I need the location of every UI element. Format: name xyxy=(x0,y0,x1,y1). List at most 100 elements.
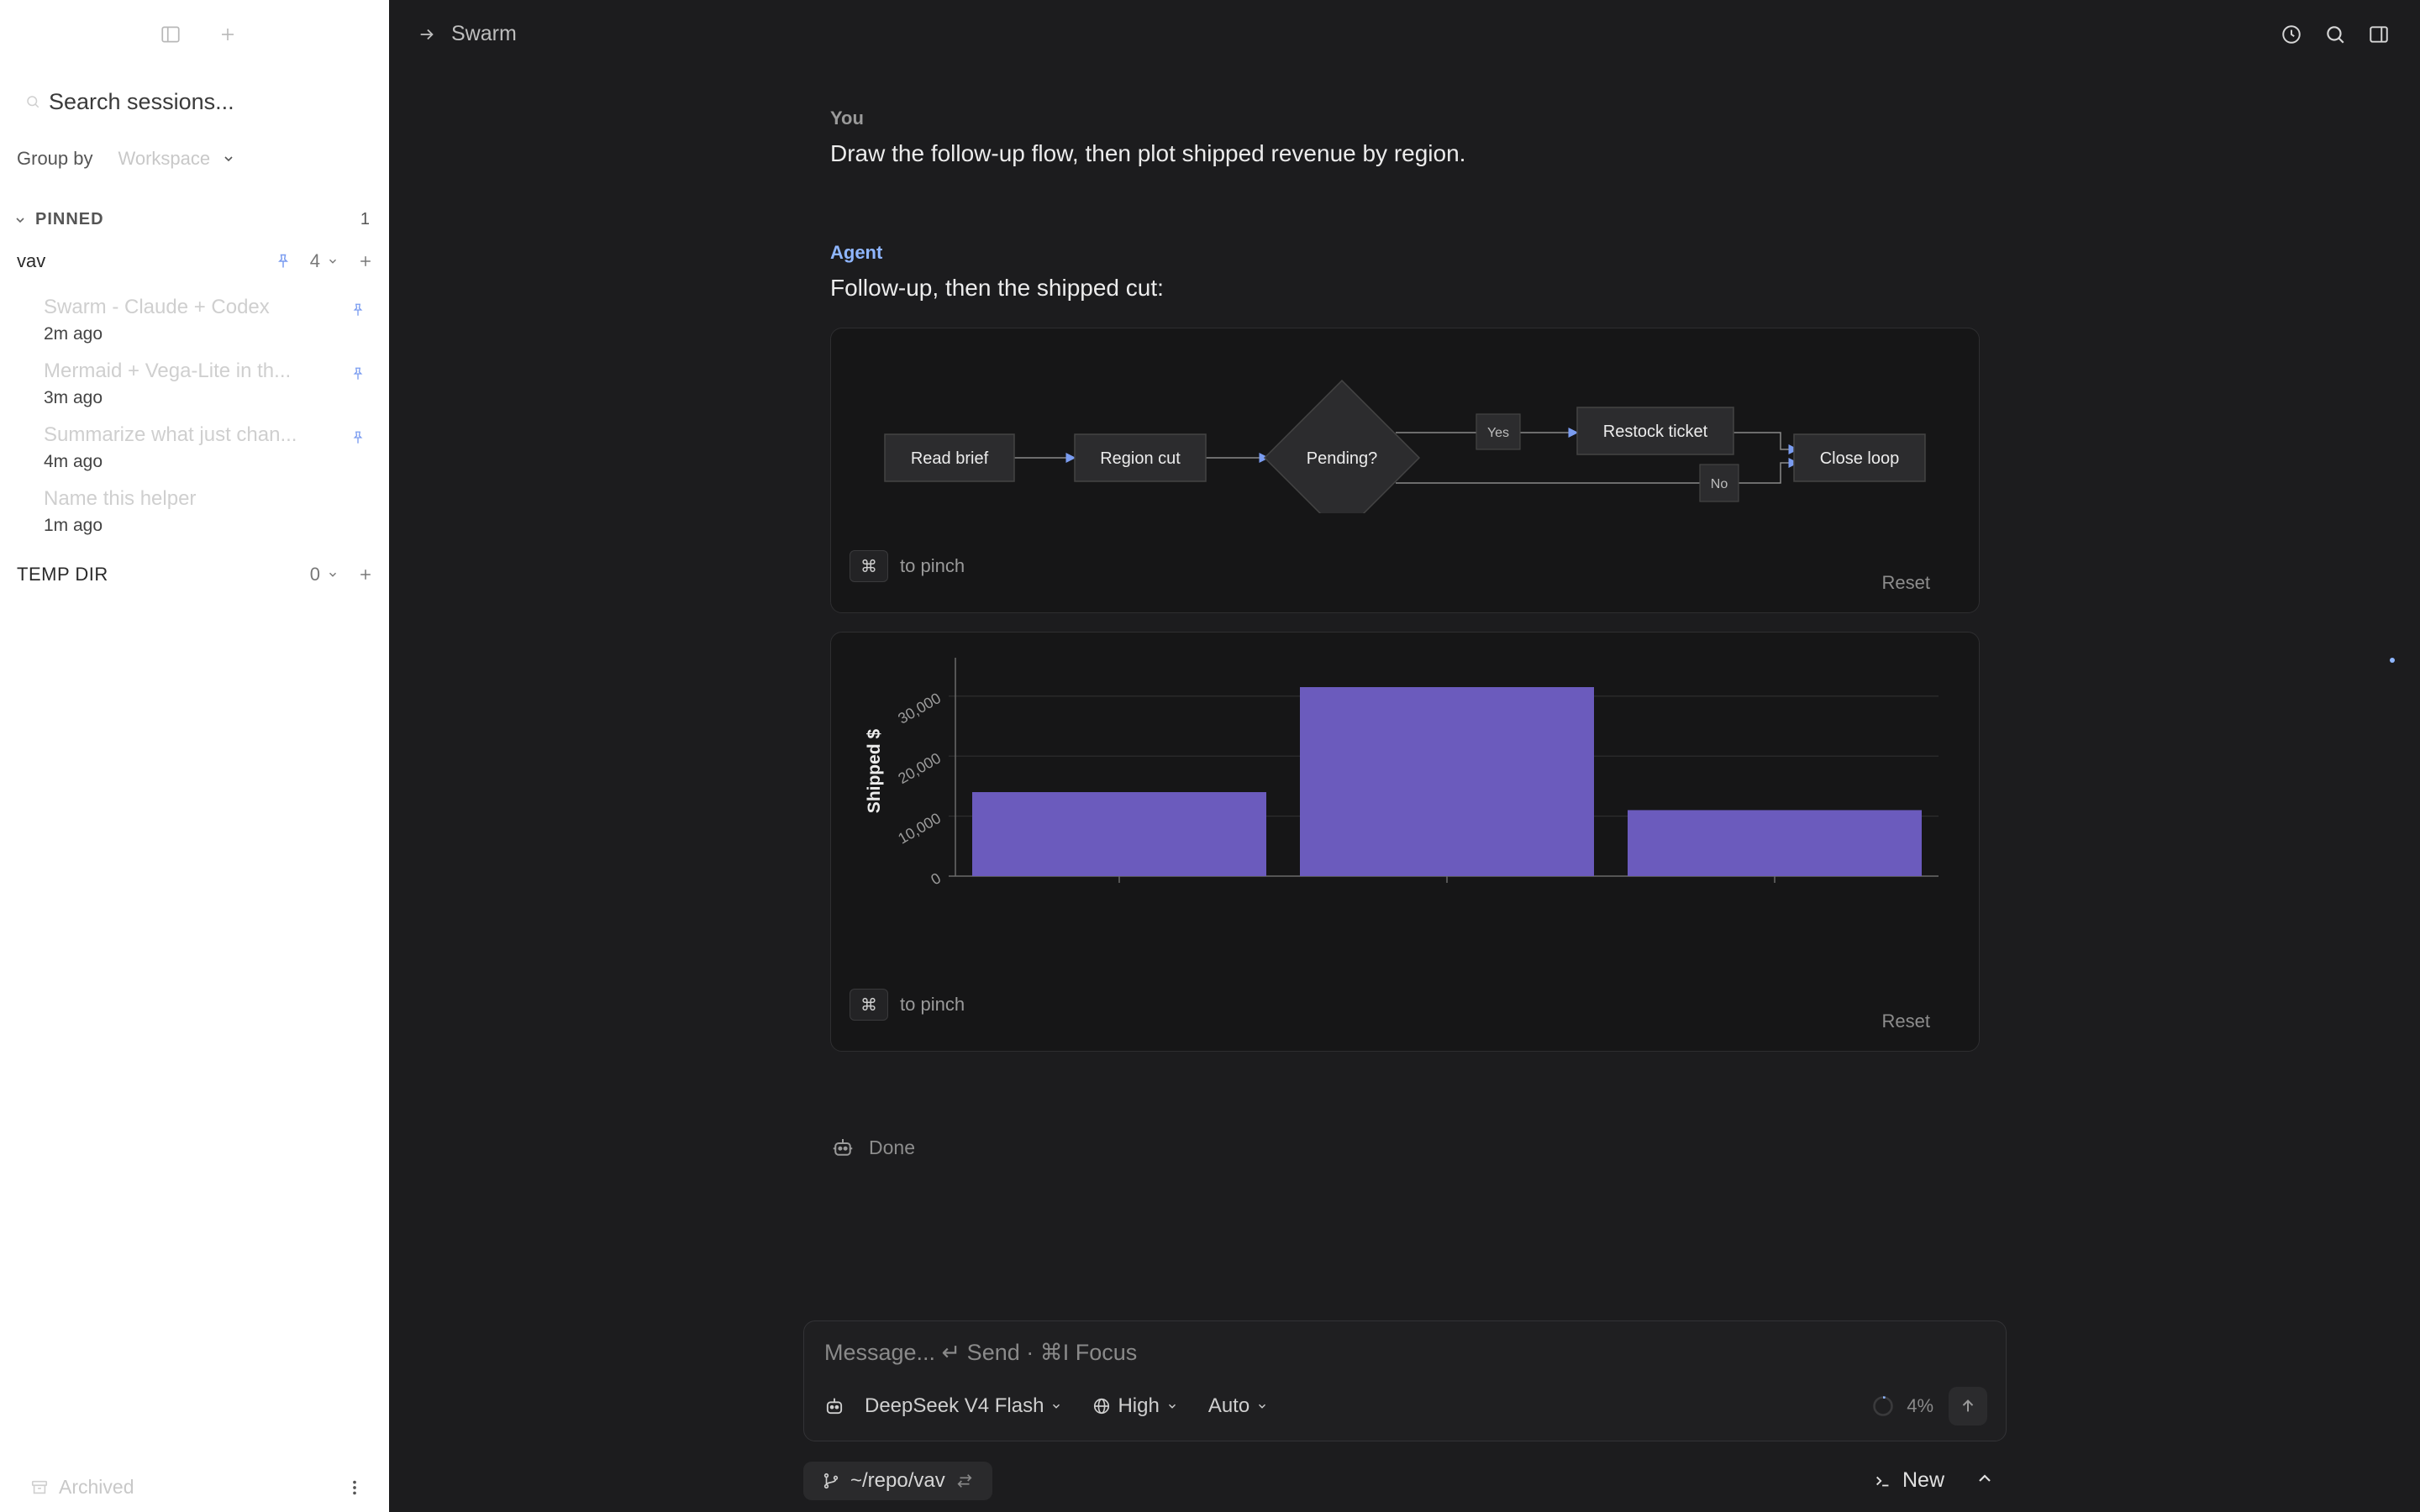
session-time: 4m ago xyxy=(44,452,103,471)
workspace-count[interactable]: 0 xyxy=(310,564,339,585)
cmd-key: ⌘ xyxy=(850,550,888,582)
y-tick-label: 20,000 xyxy=(895,749,944,787)
arrow-right-icon xyxy=(420,29,434,39)
node-close-loop[interactable]: Close loop xyxy=(1793,433,1926,482)
node-restock-label: Restock ticket xyxy=(1603,423,1708,441)
y-tick-label: 0 xyxy=(928,869,944,885)
branch-chip[interactable]: ~/repo/vav xyxy=(803,1462,992,1500)
bar-amer xyxy=(972,792,1266,876)
archived-button[interactable]: Archived xyxy=(30,1476,134,1499)
node-pending-label: Pending? xyxy=(1307,449,1378,468)
node-close-loop-label: Close loop xyxy=(1820,449,1900,468)
message-input[interactable]: Message... ↵ Send · ⌘I Focus xyxy=(824,1340,1138,1365)
new-label: New xyxy=(1902,1468,1945,1492)
node-region-cut-label: Region cut xyxy=(1100,449,1181,468)
session-item[interactable]: Mermaid + Vega-Lite in th... 3m ago xyxy=(44,360,372,418)
mode-select[interactable]: Auto xyxy=(1208,1394,1268,1418)
workspace-row-vav[interactable]: vav 4 xyxy=(17,250,374,272)
breadcrumb[interactable]: Swarm xyxy=(418,22,517,46)
session-item[interactable]: Name this helper 1m ago xyxy=(44,487,372,546)
node-pending-decision[interactable]: Pending? xyxy=(1263,379,1421,513)
node-read-brief[interactable]: Read brief xyxy=(884,433,1015,482)
reset-button[interactable]: Reset xyxy=(1881,572,1930,593)
branch-path: ~/repo/vav xyxy=(850,1469,945,1492)
new-terminal-button[interactable]: New xyxy=(1874,1468,1944,1493)
search-icon xyxy=(27,96,39,108)
collapse-button[interactable] xyxy=(1975,1468,1995,1493)
node-read-brief-label: Read brief xyxy=(911,449,989,468)
session-title: Summarize what just chan... xyxy=(44,423,297,446)
group-by-value: Workspace xyxy=(118,148,211,169)
edge-restock-to-close xyxy=(1733,432,1799,454)
toggle-sidebar-icon[interactable] xyxy=(156,20,185,49)
pin-icon[interactable] xyxy=(350,302,366,318)
diagram-card: Read brief Region cut Pending? Yes No Re… xyxy=(830,328,1980,613)
workspace-count-value: 4 xyxy=(309,250,320,271)
pin-icon[interactable] xyxy=(350,430,366,445)
search-sessions-input[interactable] xyxy=(49,88,368,115)
chevron-down-icon xyxy=(16,217,24,223)
group-by-label: Group by xyxy=(17,148,93,169)
swap-icon[interactable] xyxy=(955,1472,974,1490)
chevron-down-icon xyxy=(1168,1404,1176,1409)
arrow-up-icon xyxy=(1962,1399,1974,1412)
add-session-plus-icon[interactable] xyxy=(357,566,374,583)
user-message: Draw the follow-up flow, then plot shipp… xyxy=(830,140,1466,166)
workspace-count[interactable]: 4 xyxy=(310,250,339,272)
pinch-hint: ⌘ to pinch xyxy=(850,989,965,1021)
chevron-down-icon xyxy=(224,156,233,162)
pinned-count: 1 xyxy=(360,210,371,228)
context-percent: 4% xyxy=(1907,1395,1933,1416)
workspace-row-temp-dir[interactable]: TEMP DIR 0 xyxy=(17,564,374,585)
effort-select[interactable]: High xyxy=(1092,1394,1177,1418)
session-title: Name this helper xyxy=(44,487,197,510)
bar-emea xyxy=(1628,810,1922,876)
session-search[interactable] xyxy=(25,82,372,121)
send-button[interactable] xyxy=(1949,1387,1987,1425)
y-tick-label: 30,000 xyxy=(895,690,944,727)
session-item[interactable]: Summarize what just chan... 4m ago xyxy=(44,423,372,482)
chevron-down-icon xyxy=(329,259,336,264)
history-icon[interactable] xyxy=(2277,20,2306,49)
add-session-plus-icon[interactable] xyxy=(357,253,374,270)
no-label: No xyxy=(1711,477,1728,491)
edge-label-no: No xyxy=(1699,464,1739,502)
session-item[interactable]: Swarm - Claude + Codex 2m ago xyxy=(44,296,372,354)
more-options-icon[interactable] xyxy=(345,1477,364,1499)
effort-value: High xyxy=(1118,1394,1160,1417)
agent-robot-icon xyxy=(826,1398,843,1415)
status-text: Done xyxy=(869,1136,915,1158)
pinch-hint-text: to pinch xyxy=(900,994,965,1015)
workspace-count-value: 0 xyxy=(309,564,320,585)
node-restock-ticket[interactable]: Restock ticket xyxy=(1576,407,1734,455)
pinch-hint-text: to pinch xyxy=(900,555,965,576)
flow-diagram[interactable]: Read brief Region cut Pending? Yes No Re… xyxy=(831,328,1981,513)
new-session-plus-icon[interactable] xyxy=(213,20,242,49)
context-usage: 4% xyxy=(1871,1394,1933,1418)
message-composer[interactable]: Message... ↵ Send · ⌘I Focus DeepSeek V4… xyxy=(803,1320,2007,1441)
session-time: 1m ago xyxy=(44,516,103,535)
pin-icon[interactable] xyxy=(275,253,292,270)
top-bar: Swarm xyxy=(389,0,2420,71)
pinned-section-header[interactable]: PINNED 1 xyxy=(13,210,371,229)
reset-button[interactable]: Reset xyxy=(1881,1011,1930,1032)
pin-icon[interactable] xyxy=(350,366,366,381)
group-by-control: Group by Workspace xyxy=(17,148,235,170)
right-panel-toggle-icon[interactable] xyxy=(2365,20,2393,49)
scroll-indicator-dot xyxy=(2390,658,2395,663)
yes-label: Yes xyxy=(1487,426,1509,440)
node-region-cut[interactable]: Region cut xyxy=(1074,433,1207,482)
session-title: Mermaid + Vega-Lite in th... xyxy=(44,360,292,382)
model-select[interactable]: DeepSeek V4 Flash xyxy=(865,1394,1062,1418)
search-icon[interactable] xyxy=(2321,20,2349,49)
pinch-hint: ⌘ to pinch xyxy=(850,550,965,582)
sidebar: Group by Workspace PINNED 1 vav 4 Swarm … xyxy=(0,0,389,1512)
edge-pending-no xyxy=(1396,458,1799,484)
terminal-icon xyxy=(1876,1476,1889,1486)
y-axis-label: Shipped $ xyxy=(865,729,884,814)
agent-robot-icon xyxy=(833,1139,853,1156)
archived-label: Archived xyxy=(59,1476,134,1498)
group-by-select[interactable]: Workspace xyxy=(118,148,236,170)
